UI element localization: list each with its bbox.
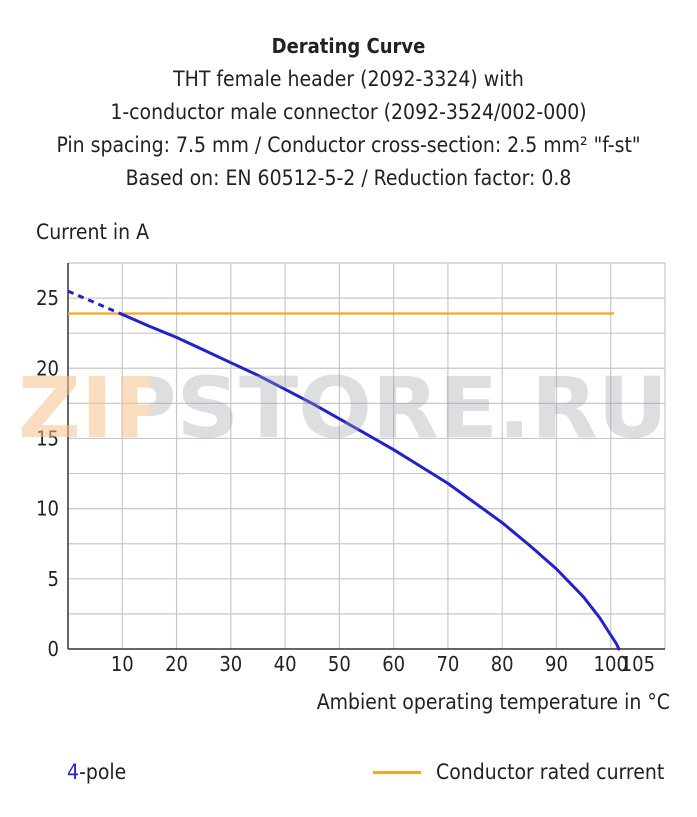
chart-subtitle-line-4: Based on: EN 60512-5-2 / Reduction facto… xyxy=(125,166,572,190)
x-tick-label: 30 xyxy=(219,652,242,676)
series-line-4-pole xyxy=(118,312,621,651)
y-tick-label: 10 xyxy=(36,497,59,521)
y-tick-label: 0 xyxy=(48,637,59,661)
x-tick-label: 90 xyxy=(545,652,568,676)
chart-axes xyxy=(67,263,665,650)
x-tick-label: 40 xyxy=(274,652,297,676)
y-tick-label: 5 xyxy=(48,567,59,591)
legend-item-4-pole: 4-pole xyxy=(67,760,126,784)
legend-item-rated-current: Conductor rated current xyxy=(373,760,664,784)
chart-subtitle-line-2: 1-conductor male connector (2092-3524/00… xyxy=(110,100,587,124)
watermark: ZIPSTORE.RU xyxy=(18,359,668,457)
y-axis-label: Current in A xyxy=(36,220,150,244)
y-tick-label: 15 xyxy=(36,426,59,450)
chart-title: Derating Curve xyxy=(271,34,426,58)
x-tick-label: 60 xyxy=(382,652,405,676)
x-tick-label: 50 xyxy=(328,652,351,676)
chart-titles: Derating Curve THT female header (2092-3… xyxy=(0,30,697,195)
legend-rated-swatch xyxy=(373,770,421,774)
chart-subtitle-line-1: THT female header (2092-3324) with xyxy=(173,67,524,91)
legend-pole-number: 4 xyxy=(67,760,80,784)
x-tick-label: 20 xyxy=(165,652,188,676)
legend-pole-suffix: -pole xyxy=(79,760,127,784)
legend-rated-label: Conductor rated current xyxy=(436,760,665,784)
x-axis-label: Ambient operating temperature in °C xyxy=(316,690,670,714)
x-tick-label: 80 xyxy=(491,652,514,676)
chart-subtitle-line-3: Pin spacing: 7.5 mm / Conductor cross-se… xyxy=(56,133,641,157)
y-tick-label: 25 xyxy=(36,286,59,310)
x-tick-label: 10 xyxy=(111,652,134,676)
y-tick-label: 20 xyxy=(36,356,59,380)
series-line-4-pole-dashed xyxy=(67,289,121,315)
x-tick-label: 70 xyxy=(436,652,459,676)
chart-series xyxy=(67,289,621,651)
x-tick-label: 105 xyxy=(621,652,655,676)
x-tick-label: 100 xyxy=(594,652,628,676)
